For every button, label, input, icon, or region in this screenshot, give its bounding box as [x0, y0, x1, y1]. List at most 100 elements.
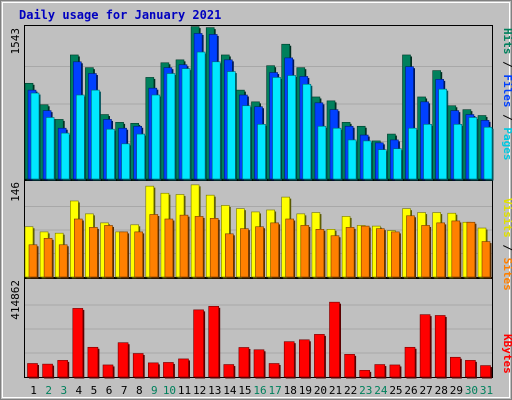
bar-pages-day-8 — [136, 133, 145, 180]
bar-kbytes-day-26 — [404, 346, 416, 378]
bar-kbytes-day-1 — [27, 363, 38, 378]
bar-kbytes-day-19 — [298, 339, 310, 378]
day-label-5: 5 — [91, 384, 98, 397]
bar-pages-day-16 — [257, 124, 266, 180]
day-label-6: 6 — [106, 384, 113, 397]
day-label-16: 16 — [253, 384, 266, 397]
bar-sites-day-10 — [164, 218, 174, 278]
day-label-23: 23 — [359, 384, 372, 397]
bar-sites-day-19 — [300, 225, 310, 278]
bar-sites-day-27 — [421, 225, 430, 278]
bar-sites-day-29 — [451, 220, 461, 278]
legend-sep-1: / — [501, 55, 512, 75]
bar-pages-day-21 — [332, 127, 342, 180]
bar-kbytes-day-22 — [344, 354, 355, 378]
bar-kbytes-day-2 — [42, 363, 53, 378]
bar-kbytes-day-21 — [329, 301, 340, 378]
day-label-25: 25 — [389, 384, 402, 397]
bar-sites-day-28 — [436, 222, 446, 278]
bar-kbytes-day-12 — [193, 309, 204, 378]
bar-kbytes-day-15 — [238, 347, 250, 378]
bar-pages-day-22 — [347, 139, 357, 180]
day-label-3: 3 — [60, 384, 67, 397]
bar-kbytes-day-24 — [374, 364, 386, 378]
bar-sites-day-21 — [330, 235, 340, 278]
bar-sites-day-20 — [315, 229, 325, 278]
bar-pages-day-28 — [438, 88, 448, 180]
bar-pages-day-19 — [302, 83, 312, 180]
bar-kbytes-day-4 — [72, 308, 84, 378]
legend-kbytes: KBytes — [501, 334, 512, 374]
bar-kbytes-day-31 — [480, 365, 491, 378]
legend-visits-panel: Visits / Sites — [501, 198, 512, 291]
legend-sites: Sites — [501, 258, 512, 291]
day-label-31: 31 — [480, 384, 493, 397]
day-label-17: 17 — [269, 384, 282, 397]
bar-pages-day-31 — [483, 126, 493, 180]
bar-kbytes-day-6 — [102, 364, 114, 378]
bar-kbytes-day-9 — [148, 362, 159, 378]
bar-kbytes-day-20 — [314, 334, 325, 378]
bar-pages-day-11 — [181, 68, 191, 180]
bar-pages-day-7 — [121, 143, 130, 180]
bar-sites-day-26 — [406, 215, 415, 278]
bar-sites-day-23 — [360, 225, 370, 278]
day-label-18: 18 — [284, 384, 297, 397]
bar-pages-day-2 — [45, 117, 55, 180]
bar-pages-day-4 — [76, 94, 85, 180]
bar-kbytes-day-28 — [434, 315, 446, 378]
day-label-15: 15 — [238, 384, 251, 397]
bar-sites-day-22 — [345, 227, 355, 278]
bar-pages-day-18 — [287, 75, 297, 180]
day-label-14: 14 — [223, 384, 237, 397]
day-label-21: 21 — [329, 384, 342, 397]
bar-sites-day-12 — [194, 216, 204, 278]
day-label-29: 29 — [450, 384, 463, 397]
bar-pages-day-20 — [317, 125, 327, 180]
bar-pages-day-27 — [423, 124, 432, 180]
bar-kbytes-day-10 — [163, 362, 174, 378]
kbytes-ymax-label: 414862 — [9, 280, 22, 320]
bar-sites-day-17 — [270, 222, 279, 278]
day-label-22: 22 — [344, 384, 357, 397]
bar-sites-day-4 — [74, 218, 83, 278]
day-label-2: 2 — [45, 384, 52, 397]
bar-sites-day-2 — [43, 238, 53, 278]
bar-kbytes-day-25 — [389, 364, 401, 378]
bar-kbytes-day-27 — [419, 314, 431, 378]
bar-pages-day-13 — [211, 61, 221, 180]
bar-pages-day-5 — [91, 89, 100, 180]
day-label-30: 30 — [465, 384, 478, 397]
day-label-4: 4 — [76, 384, 83, 397]
legend-sep-2: / — [501, 108, 512, 128]
bar-pages-day-14 — [227, 71, 236, 180]
bar-sites-day-11 — [179, 214, 189, 278]
bar-sites-day-5 — [89, 227, 98, 278]
visits-ymax-label: 146 — [9, 182, 22, 202]
day-label-1: 1 — [30, 384, 37, 397]
chart-title: Daily usage for January 2021 — [19, 8, 221, 22]
day-label-12: 12 — [193, 384, 206, 397]
day-label-26: 26 — [404, 384, 417, 397]
bar-sites-day-1 — [28, 244, 38, 278]
bar-pages-day-17 — [272, 77, 281, 180]
day-labels: 1 2 3 4 5 6 7 8 9 10 11 12 13 14 15 16 17 18 19 20 21 22 23 24 2… — [30, 384, 493, 397]
bar-sites-day-9 — [149, 214, 159, 278]
bars-layer — [24, 26, 494, 379]
bar-pages-day-3 — [60, 132, 70, 180]
day-label-19: 19 — [299, 384, 312, 397]
bar-sites-day-6 — [104, 225, 113, 278]
bar-kbytes-day-17 — [268, 363, 280, 378]
bar-sites-day-16 — [255, 226, 264, 278]
bar-pages-day-6 — [106, 128, 115, 180]
bar-pages-day-29 — [453, 124, 463, 180]
bar-pages-day-1 — [30, 92, 40, 180]
bar-pages-day-9 — [151, 94, 161, 180]
bar-pages-day-24 — [377, 149, 387, 180]
bar-kbytes-day-18 — [283, 341, 295, 378]
day-label-20: 20 — [314, 384, 327, 397]
bar-sites-day-30 — [466, 221, 476, 278]
bar-kbytes-day-8 — [132, 353, 144, 378]
